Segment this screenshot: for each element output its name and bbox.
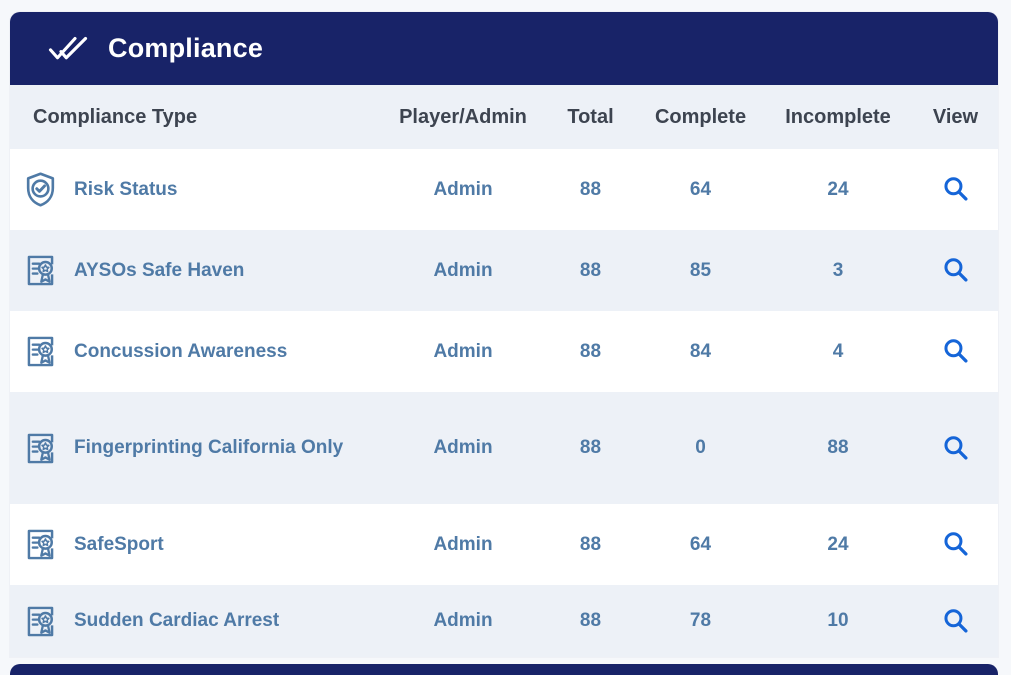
- total-value: 88: [579, 533, 602, 555]
- compliance-type-label: Fingerprinting California Only: [74, 437, 344, 459]
- view-button[interactable]: [937, 603, 974, 640]
- incomplete-value: 3: [832, 259, 844, 281]
- column-header-incomplete: Incomplete: [785, 105, 891, 128]
- certificate-icon: [22, 526, 59, 563]
- compliance-panel: Compliance Compliance Type Player/Admin …: [10, 12, 998, 657]
- complete-value: 78: [689, 610, 712, 631]
- compliance-type-cell: Fingerprinting California Only: [10, 430, 383, 467]
- compliance-type-cell: Concussion Awareness: [10, 333, 383, 370]
- compliance-type-cell: Risk Status: [10, 171, 383, 208]
- view-cell: [913, 333, 998, 370]
- view-cell: [913, 252, 998, 289]
- incomplete-value: 24: [827, 178, 849, 200]
- table-row: SafeSport Admin 88 64 24: [10, 504, 998, 585]
- view-cell: [913, 171, 998, 208]
- certificate-icon: [22, 252, 59, 289]
- column-header-total: Total: [567, 105, 614, 128]
- total-value: 88: [579, 259, 602, 281]
- complete-value: 84: [689, 340, 712, 362]
- compliance-type-label: SafeSport: [74, 533, 164, 555]
- complete-value: 64: [689, 533, 712, 555]
- total-value: 88: [579, 437, 602, 458]
- compliance-type-cell: Sudden Cardiac Arrest: [10, 603, 383, 640]
- view-cell: [913, 430, 998, 467]
- table-row: AYSOs Safe Haven Admin 88 85 3: [10, 230, 998, 311]
- table-row: Risk Status Admin 88 64 24: [10, 149, 998, 230]
- compliance-type-cell: SafeSport: [10, 526, 383, 563]
- player-admin-value: Admin: [433, 259, 493, 281]
- next-panel-header-partial: [10, 664, 998, 675]
- player-admin-value: Admin: [433, 340, 493, 362]
- magnifier-icon: [941, 175, 970, 204]
- table-header-row: Compliance Type Player/Admin Total Compl…: [10, 85, 998, 149]
- player-admin-value: Admin: [433, 533, 493, 555]
- compliance-type-label: AYSOs Safe Haven: [74, 259, 245, 281]
- compliance-type-label: Risk Status: [74, 178, 178, 200]
- magnifier-icon: [941, 530, 970, 559]
- table-body: Risk Status Admin 88 64 24: [10, 149, 998, 657]
- column-header-view: View: [932, 105, 979, 128]
- double-check-icon: [47, 34, 89, 64]
- compliance-panel-header: Compliance: [10, 12, 998, 85]
- player-admin-value: Admin: [433, 610, 493, 631]
- complete-value: 85: [689, 259, 712, 281]
- panel-title: Compliance: [108, 33, 264, 63]
- incomplete-value: 10: [827, 610, 849, 631]
- column-header-compliance-type: Compliance Type: [33, 105, 198, 128]
- player-admin-value: Admin: [433, 437, 493, 458]
- view-cell: [913, 603, 998, 640]
- incomplete-value: 24: [827, 533, 849, 555]
- column-header-complete: Complete: [654, 105, 747, 128]
- complete-value: 64: [689, 178, 712, 200]
- compliance-type-label: Sudden Cardiac Arrest: [74, 610, 280, 632]
- table-row: Concussion Awareness Admin 88 84 4: [10, 311, 998, 392]
- complete-value: 0: [695, 437, 706, 458]
- view-button[interactable]: [937, 171, 974, 208]
- certificate-icon: [22, 603, 59, 640]
- magnifier-icon: [941, 434, 970, 463]
- magnifier-icon: [941, 607, 970, 636]
- total-value: 88: [579, 610, 602, 631]
- magnifier-icon: [941, 256, 970, 285]
- table-row: Fingerprinting California Only Admin 88 …: [10, 392, 998, 504]
- view-button[interactable]: [937, 430, 974, 467]
- incomplete-value: 88: [827, 437, 849, 458]
- view-button[interactable]: [937, 333, 974, 370]
- compliance-type-label: Concussion Awareness: [74, 340, 288, 362]
- table-row: Sudden Cardiac Arrest Admin 88 78 10: [10, 585, 998, 657]
- view-cell: [913, 526, 998, 563]
- total-value: 88: [579, 178, 602, 200]
- column-header-player-admin: Player/Admin: [399, 105, 527, 128]
- view-button[interactable]: [937, 526, 974, 563]
- certificate-icon: [22, 430, 59, 467]
- total-value: 88: [579, 340, 602, 362]
- shield-check-icon: [22, 171, 59, 208]
- incomplete-value: 4: [832, 340, 844, 362]
- page: Compliance Compliance Type Player/Admin …: [0, 12, 1011, 675]
- certificate-icon: [22, 333, 59, 370]
- player-admin-value: Admin: [433, 178, 493, 200]
- magnifier-icon: [941, 337, 970, 366]
- compliance-type-cell: AYSOs Safe Haven: [10, 252, 383, 289]
- view-button[interactable]: [937, 252, 974, 289]
